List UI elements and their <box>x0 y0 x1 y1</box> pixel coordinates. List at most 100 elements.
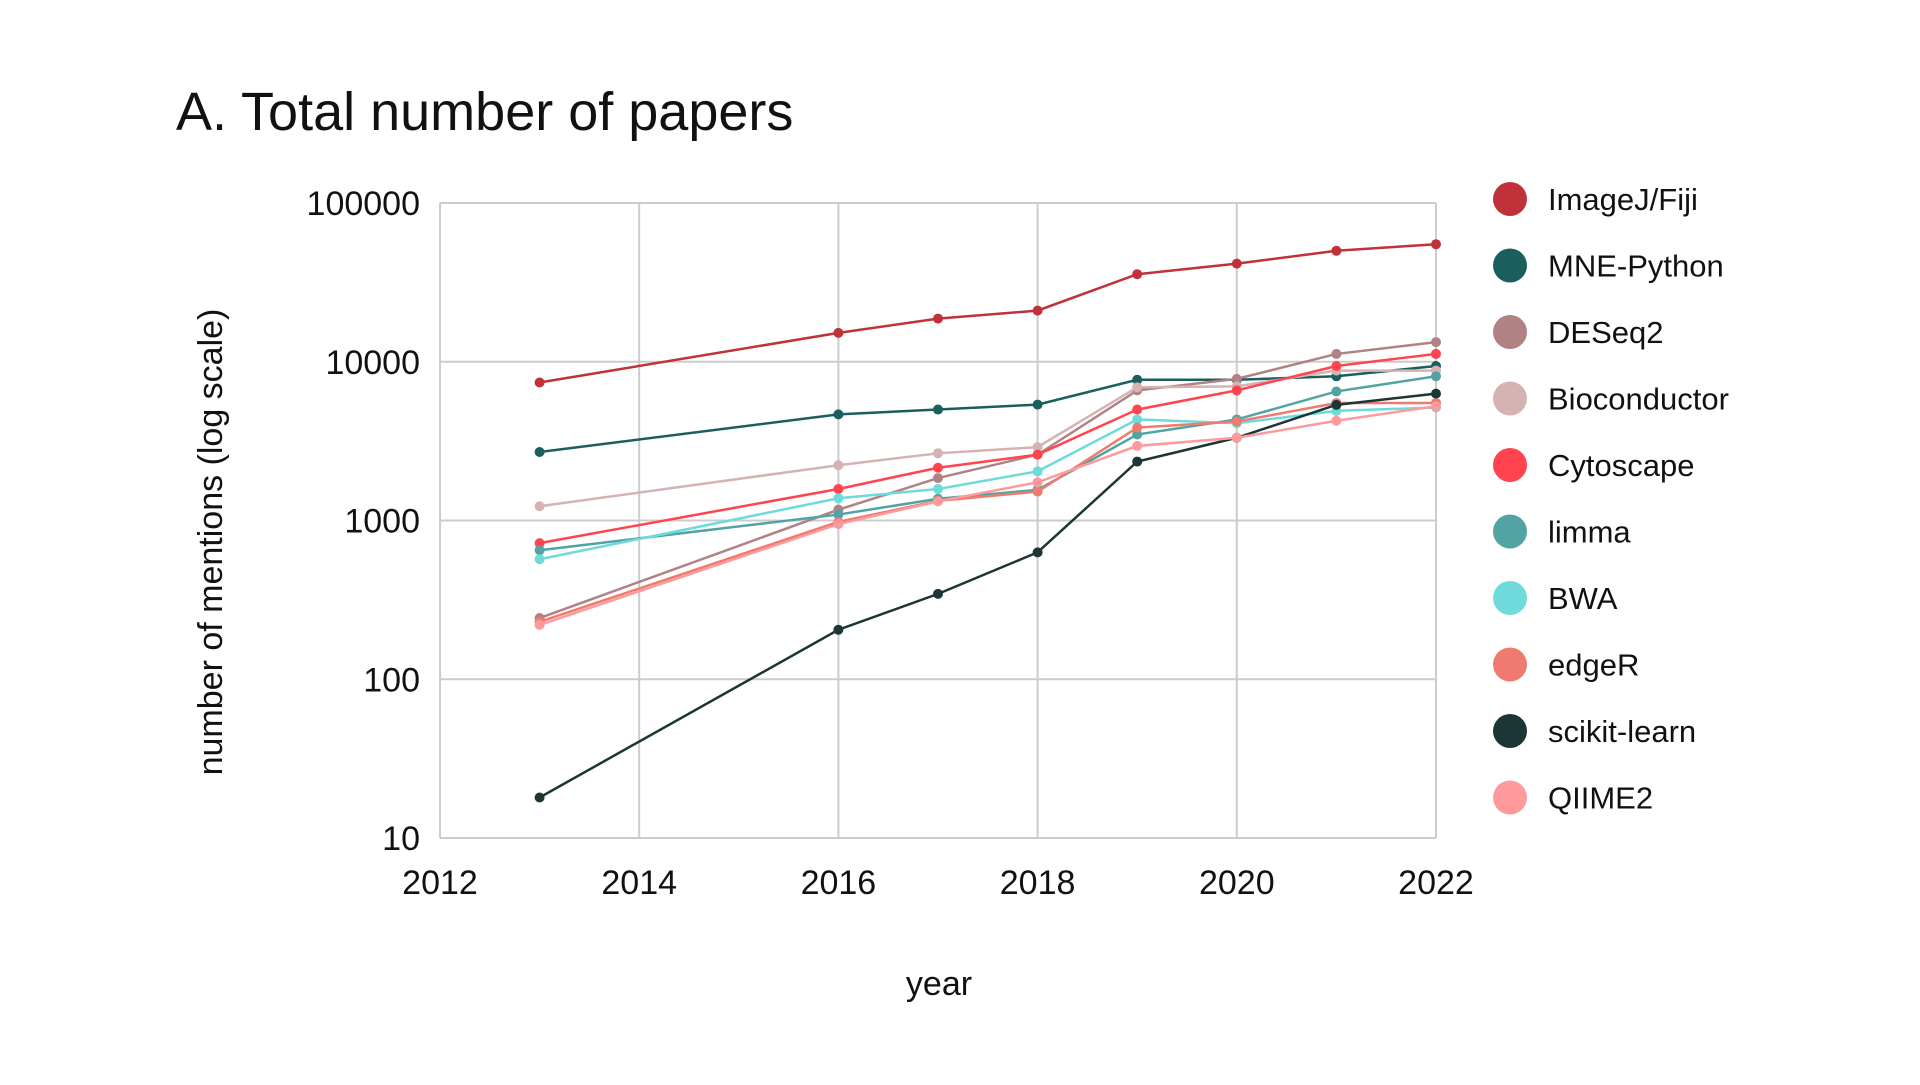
data-point <box>1032 547 1043 558</box>
data-point <box>833 409 844 420</box>
data-point <box>1132 404 1143 415</box>
legend-swatch <box>1493 514 1527 549</box>
data-point <box>534 792 545 803</box>
legend-label: Cytoscape <box>1548 448 1694 483</box>
y-tick-label: 100 <box>363 661 420 699</box>
y-tick-label: 10000 <box>325 344 420 382</box>
x-tick-label: 2012 <box>402 864 478 902</box>
series-line <box>539 340 1437 620</box>
data-point <box>1132 414 1143 425</box>
series-line <box>539 364 1437 454</box>
legend: ImageJ/Fiji MNE-Python DESeq2 Bioconductor C… <box>1493 182 1729 816</box>
data-point <box>933 404 943 415</box>
data-point <box>534 447 545 458</box>
data-point <box>833 460 844 471</box>
legend-label: MNE-Python <box>1548 249 1724 284</box>
legend-swatch <box>1493 381 1527 416</box>
data-point <box>933 588 943 599</box>
legend-item: Cytoscape <box>1493 448 1694 483</box>
data-point <box>933 496 943 507</box>
data-point <box>1231 416 1242 427</box>
series-imagej-fiji <box>534 239 1441 388</box>
x-tick-label: 2014 <box>601 864 677 902</box>
x-tick-label: 2018 <box>1000 864 1076 902</box>
legend-item: MNE-Python <box>1493 248 1724 284</box>
legend-item: DESeq2 <box>1493 315 1663 350</box>
x-axis-label: year <box>906 965 972 1003</box>
data-point <box>1132 382 1143 393</box>
data-point <box>1032 305 1043 316</box>
data-point <box>1431 239 1441 250</box>
y-tick-label: 100000 <box>307 185 420 223</box>
data-point <box>1132 269 1143 280</box>
grid <box>439 202 1437 839</box>
legend-swatch <box>1493 315 1527 349</box>
chart-title: A. Total number of papers <box>176 82 793 142</box>
data-point <box>933 483 943 494</box>
series-line <box>539 404 1437 627</box>
series-scikit-learn <box>534 388 1441 803</box>
data-point <box>833 327 844 338</box>
data-point <box>1431 401 1441 412</box>
y-tick-labels: 10 100 1000 10000 100000 <box>307 185 420 858</box>
data-point <box>1132 374 1143 385</box>
data-point <box>1431 348 1441 359</box>
series-line <box>539 375 1437 552</box>
legend-label: DESeq2 <box>1548 315 1663 350</box>
data-point <box>1231 432 1242 443</box>
series-cytoscape <box>534 348 1441 549</box>
series-edger <box>534 397 1441 627</box>
data-point <box>1431 337 1441 348</box>
legend-label: scikit-learn <box>1548 714 1696 749</box>
y-tick-label: 10 <box>382 820 420 858</box>
series-qiime2 <box>534 401 1441 630</box>
data-point <box>1331 415 1342 426</box>
legend-label: QIIME2 <box>1548 781 1653 816</box>
data-point <box>1331 361 1342 372</box>
y-axis-label: number of mentions (log scale) <box>192 309 230 776</box>
data-point <box>833 493 844 504</box>
data-point <box>1032 449 1043 460</box>
series-line <box>539 401 1436 624</box>
data-point <box>833 509 844 520</box>
x-tick-labels: 2012 2014 2016 2018 2020 2022 <box>402 864 1474 902</box>
legend-label: Bioconductor <box>1548 382 1729 417</box>
legend-swatch <box>1493 714 1527 748</box>
data-point <box>1032 477 1043 488</box>
legend-item: scikit-learn <box>1493 714 1696 749</box>
data-point <box>1231 258 1242 269</box>
data-point <box>1032 486 1043 497</box>
data-point <box>1331 386 1342 397</box>
legend-item: limma <box>1493 514 1631 550</box>
legend-label: limma <box>1548 515 1631 550</box>
data-point <box>1231 385 1242 396</box>
series-mne-python <box>534 361 1441 458</box>
data-point <box>1132 422 1143 433</box>
series-limma <box>534 371 1441 556</box>
legend-item: Bioconductor <box>1493 381 1729 417</box>
legend-swatch <box>1493 448 1527 482</box>
data-point <box>1032 466 1043 477</box>
legend-swatch <box>1493 780 1527 815</box>
data-point <box>1331 399 1342 410</box>
series-line <box>539 369 1436 508</box>
series-lines <box>534 239 1441 803</box>
legend-swatch <box>1493 647 1527 682</box>
legend-item: QIIME2 <box>1493 780 1653 816</box>
x-tick-label: 2020 <box>1199 864 1275 902</box>
data-point <box>1431 371 1441 382</box>
series-line <box>538 392 1437 799</box>
data-point <box>534 501 545 512</box>
data-point <box>1032 399 1043 410</box>
data-point <box>1132 456 1143 467</box>
data-point <box>1231 373 1242 384</box>
legend-swatch <box>1493 248 1527 283</box>
series-line <box>539 242 1437 384</box>
legend-item: ImageJ/Fiji <box>1493 182 1698 217</box>
legend-label: ImageJ/Fiji <box>1548 182 1698 217</box>
data-point <box>534 554 545 565</box>
series-line <box>539 406 1437 561</box>
series-bwa <box>534 402 1441 565</box>
data-point <box>933 473 943 484</box>
